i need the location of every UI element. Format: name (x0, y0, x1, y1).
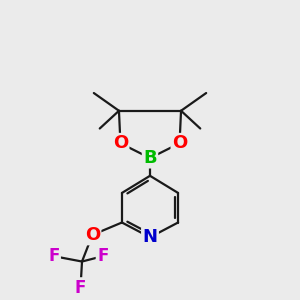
Text: F: F (75, 278, 86, 296)
Text: N: N (142, 228, 158, 246)
Text: B: B (143, 149, 157, 167)
Text: F: F (97, 247, 108, 265)
Text: F: F (48, 247, 60, 265)
Text: O: O (113, 134, 128, 152)
Text: O: O (172, 134, 187, 152)
Text: O: O (85, 226, 100, 244)
